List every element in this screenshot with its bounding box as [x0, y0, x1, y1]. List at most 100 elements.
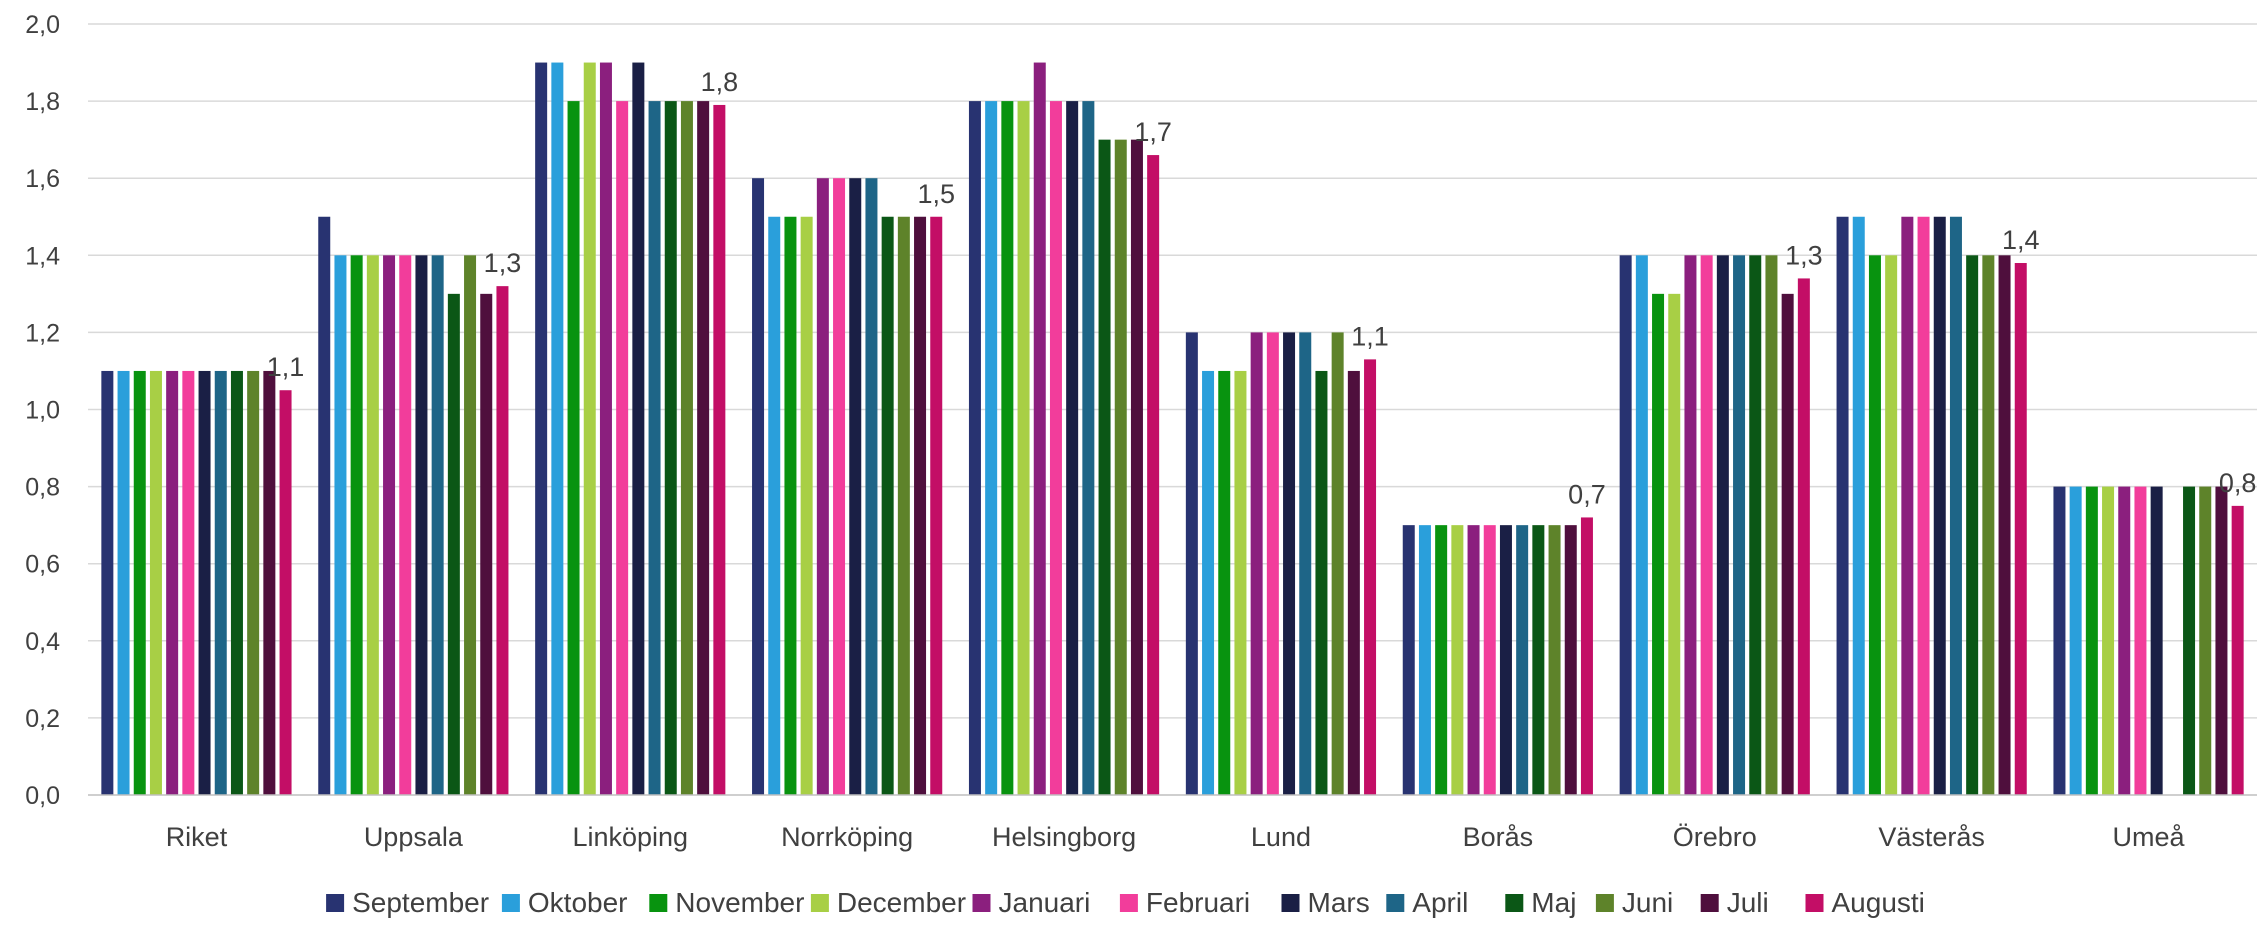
- bar-augusti: [1797, 278, 1810, 795]
- bar-mars: [632, 62, 645, 796]
- bar-mars: [2150, 486, 2163, 795]
- y-tick-label: 0,0: [25, 782, 60, 810]
- legend-swatch-augusti: [1805, 894, 1824, 912]
- bar-februari: [1266, 332, 1279, 795]
- gridlines: [88, 23, 2257, 719]
- legend-swatch-april: [1386, 894, 1405, 912]
- bar-maj: [1315, 370, 1328, 795]
- bar-januari: [1901, 216, 1914, 795]
- bar-december: [149, 370, 162, 795]
- bar-juli: [1781, 293, 1794, 795]
- legend-label: December: [837, 887, 966, 918]
- data-label: 1,4: [2002, 225, 2040, 255]
- bar-maj: [2183, 486, 2196, 795]
- bar-december: [1668, 293, 1681, 795]
- legend-label: Januari: [999, 887, 1091, 918]
- bar-september: [318, 216, 331, 795]
- data-label: 0,7: [1568, 479, 1606, 509]
- bar-november: [1435, 525, 1448, 795]
- bar-januari: [1684, 255, 1697, 796]
- bar-november: [784, 216, 797, 795]
- data-labels: 1,1 1,3 1,8 1,5 1,7 1,1 0,7 1,3 1,4 0,8: [267, 67, 2257, 509]
- bar-september: [1185, 332, 1198, 795]
- legend-swatch-februari: [1119, 894, 1138, 912]
- bar-oktober: [1418, 525, 1431, 795]
- legend-label: Februari: [1146, 887, 1250, 918]
- data-label: 1,3: [1785, 240, 1823, 270]
- bar-januari: [599, 62, 612, 796]
- bar-januari: [383, 255, 396, 796]
- bar-juli: [1347, 370, 1360, 795]
- y-tick-label: 1,2: [25, 319, 60, 347]
- legend-swatch-juni: [1595, 894, 1614, 912]
- bar-augusti: [1147, 155, 1160, 795]
- bar-april: [1299, 332, 1312, 795]
- bar-november: [1868, 255, 1881, 796]
- bar-juni: [897, 216, 910, 795]
- bar-maj: [881, 216, 894, 795]
- x-tick-label: Riket: [166, 822, 228, 852]
- y-tick-label: 1,0: [25, 397, 60, 425]
- legend-swatch-januari: [972, 894, 991, 912]
- bar-oktober: [334, 255, 347, 796]
- bar-december: [583, 62, 596, 796]
- x-tick-label: Norrköping: [781, 822, 913, 852]
- bar-april: [431, 255, 444, 796]
- bar-augusti: [2014, 263, 2027, 795]
- bar-december: [366, 255, 379, 796]
- bars: [101, 62, 2244, 796]
- bar-mars: [1283, 332, 1296, 795]
- legend-swatch-november: [649, 894, 668, 912]
- y-tick-label: 0,6: [25, 551, 60, 579]
- bar-augusti: [1580, 517, 1593, 795]
- bar-januari: [1467, 525, 1480, 795]
- bar-maj: [664, 101, 677, 796]
- bar-februari: [1917, 216, 1930, 795]
- legend-label: Mars: [1308, 887, 1370, 918]
- bar-mars: [198, 370, 211, 795]
- legend-swatch-oktober: [501, 894, 520, 912]
- bar-april: [214, 370, 227, 795]
- bar-februari: [182, 370, 195, 795]
- bar-augusti: [713, 104, 726, 795]
- bar-september: [1619, 255, 1632, 796]
- bar-juni: [1765, 255, 1778, 796]
- data-label: 0,8: [2219, 468, 2257, 498]
- bar-augusti: [1364, 359, 1377, 795]
- bar-september: [2053, 486, 2066, 795]
- legend-label: November: [675, 887, 804, 918]
- x-tick-label: Linköping: [572, 822, 688, 852]
- bar-oktober: [768, 216, 781, 795]
- bar-juni: [1982, 255, 1995, 796]
- data-label: 1,1: [1351, 321, 1389, 351]
- x-tick-label: Helsingborg: [992, 822, 1136, 852]
- legend-swatch-juli: [1700, 894, 1719, 912]
- x-axis-category-labels: Riket Uppsala Linköping Norrköping Helsingbo…: [166, 822, 2186, 852]
- data-label: 1,8: [701, 67, 739, 97]
- x-tick-label: Borås: [1463, 822, 1534, 852]
- bar-november: [1652, 293, 1665, 795]
- bar-november: [1218, 370, 1231, 795]
- bar-maj: [1098, 139, 1111, 795]
- bar-februari: [399, 255, 412, 796]
- bar-januari: [2118, 486, 2131, 795]
- bar-november: [2085, 486, 2098, 795]
- bar-februari: [616, 101, 629, 796]
- bar-december: [1451, 525, 1464, 795]
- legend-label: September: [352, 887, 489, 918]
- bar-juli: [1564, 525, 1577, 795]
- bar-september: [535, 62, 548, 796]
- bar-augusti: [930, 216, 943, 795]
- bar-juli: [480, 293, 493, 795]
- bar-juni: [1331, 332, 1344, 795]
- y-tick-label: 0,4: [25, 628, 60, 656]
- data-label: 1,7: [1134, 117, 1172, 147]
- bar-juli: [263, 370, 276, 795]
- bar-december: [2102, 486, 2115, 795]
- y-axis-tick-labels: 0,0 0,2 0,4 0,6 0,8 1,0 1,2 1,4 1,6 1,8 2,0: [25, 11, 60, 810]
- bar-april: [1082, 101, 1095, 796]
- bar-maj: [1749, 255, 1762, 796]
- bar-mars: [1499, 525, 1512, 795]
